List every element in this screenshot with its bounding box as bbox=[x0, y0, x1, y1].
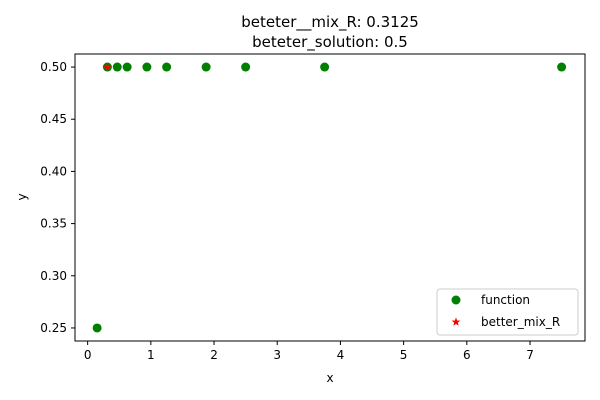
legend: function better_mix_R bbox=[436, 288, 579, 336]
legend-box bbox=[436, 288, 579, 336]
y-tick-label: 0.25 bbox=[40, 321, 67, 335]
chart-title-line-1: beteter__mix_R: 0.3125 bbox=[241, 13, 419, 32]
y-tick-label: 0.40 bbox=[40, 164, 67, 178]
x-axis-label: x bbox=[326, 371, 333, 385]
data-point bbox=[557, 62, 567, 72]
legend-circle-marker bbox=[451, 295, 461, 305]
data-point bbox=[162, 62, 172, 72]
legend-label: function bbox=[481, 293, 530, 307]
data-point bbox=[122, 62, 132, 72]
legend-label: better_mix_R bbox=[481, 315, 560, 329]
data-point bbox=[142, 62, 152, 72]
plot-frame bbox=[74, 53, 586, 342]
data-point bbox=[92, 323, 102, 333]
x-tick-label: 2 bbox=[210, 348, 218, 362]
data-point bbox=[241, 62, 251, 72]
data-point bbox=[320, 62, 330, 72]
y-axis-label: y bbox=[15, 193, 29, 200]
x-tick-label: 7 bbox=[526, 348, 534, 362]
x-tick-label: 6 bbox=[463, 348, 471, 362]
x-tick-label: 0 bbox=[84, 348, 92, 362]
data-point bbox=[201, 62, 211, 72]
data-point bbox=[112, 62, 122, 72]
x-tick-label: 4 bbox=[337, 348, 345, 362]
x-tick-label: 5 bbox=[400, 348, 408, 362]
legend-star-marker bbox=[451, 317, 461, 326]
data-points bbox=[92, 62, 567, 333]
chart-title-line-2: beteter_solution: 0.5 bbox=[252, 33, 408, 52]
y-tick-label: 0.35 bbox=[40, 217, 67, 231]
y-axis-ticks: 0.25 0.30 0.35 0.40 0.45 0.50 bbox=[40, 60, 75, 335]
x-axis-ticks: 0 1 2 3 4 5 6 7 bbox=[84, 341, 534, 362]
y-tick-label: 0.30 bbox=[40, 269, 67, 283]
y-tick-label: 0.45 bbox=[40, 112, 67, 126]
chart-title: beteter__mix_R: 0.3125 beteter_solution:… bbox=[241, 13, 419, 52]
y-tick-label: 0.50 bbox=[40, 60, 67, 74]
x-tick-label: 1 bbox=[147, 348, 155, 362]
star-marker bbox=[103, 62, 112, 71]
x-tick-label: 3 bbox=[273, 348, 281, 362]
